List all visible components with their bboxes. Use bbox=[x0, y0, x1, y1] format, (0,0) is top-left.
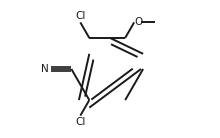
Text: O: O bbox=[135, 17, 143, 27]
Text: N: N bbox=[41, 64, 49, 74]
Text: Cl: Cl bbox=[75, 11, 86, 21]
Text: Cl: Cl bbox=[75, 117, 86, 127]
